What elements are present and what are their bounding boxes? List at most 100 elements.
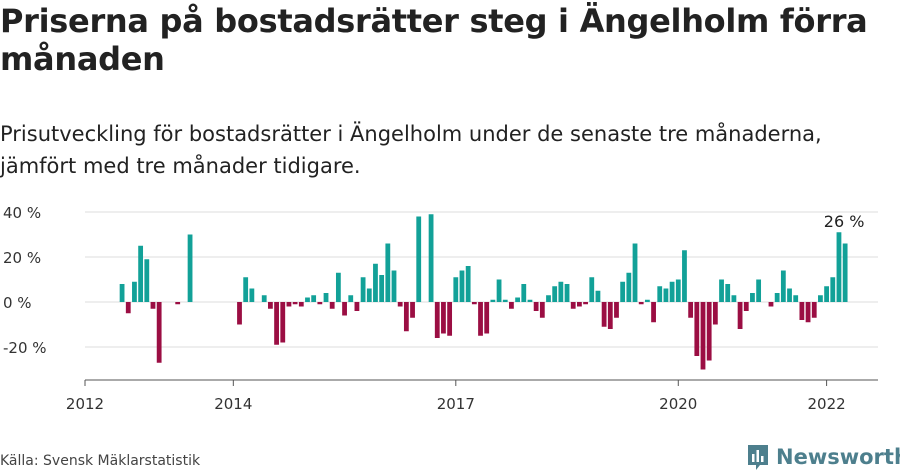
newsworthy-logo-icon [748,445,768,470]
x-tick-label: 2020 [659,395,697,413]
bar [712,302,718,325]
bar [651,302,656,323]
bar [397,302,403,307]
bar [539,302,545,318]
bar [391,270,397,302]
bar [570,302,576,309]
bar [805,302,811,323]
bar [818,295,823,302]
x-tick-label: 2022 [808,395,846,413]
bar [348,295,354,302]
bar [700,302,706,370]
bar [756,279,762,302]
bar [589,277,595,302]
bar [836,232,842,302]
bar [459,270,465,302]
y-axis-labels: -20 % 0 % 20 % 40 % [3,204,47,357]
chart-title: Priserna på bostadsrätter steg i Ängelho… [0,2,868,78]
bar [614,302,619,318]
brand-name: Newsworthy [776,445,900,469]
bar [119,284,125,302]
bar [552,286,558,302]
bar [292,302,298,305]
bar [138,245,144,302]
bar [237,302,242,325]
bar [403,302,409,332]
bar [737,302,743,329]
bar [428,214,434,302]
bar [132,281,137,302]
bar [268,302,273,309]
bar [657,286,663,302]
bars [119,214,848,370]
bar [150,302,156,309]
bar [280,302,286,343]
x-axis: 2012 2014 2017 2020 2022 [66,379,878,413]
bar [249,288,255,302]
bar [725,284,731,302]
bar [811,302,817,318]
bar [521,284,527,302]
annotation: 26 % [824,212,865,231]
bar [156,302,162,363]
bar [515,297,520,302]
bar [243,277,249,302]
chart-subtitle: Prisutveckling för bostadsrätter i Ängel… [0,122,822,178]
bar [465,266,471,302]
bar [564,284,570,302]
bar [323,293,329,302]
bar [577,302,582,307]
bar [793,295,799,302]
bar [595,290,601,302]
bar [694,302,700,356]
bar [286,302,292,307]
bar [620,281,626,302]
bar [175,302,181,305]
bar [719,279,724,302]
bar [125,302,131,314]
bar [311,295,317,302]
bar [558,281,564,302]
bar [410,302,415,318]
y-tick-label: 20 % [3,249,41,267]
last-value-label: 26 % [824,212,865,231]
brand-logo[interactable]: Newsworthy [746,442,900,472]
bar [329,302,335,309]
bar [632,243,638,302]
bar [441,302,446,334]
bar [774,293,780,302]
bar [354,302,360,311]
x-tick-label: 2014 [214,395,252,413]
bar [607,302,613,329]
x-tick-label: 2012 [66,395,104,413]
bar [644,299,650,302]
bar [144,259,150,302]
bar [366,288,372,302]
bar [453,277,459,302]
y-tick-label: 40 % [3,204,41,222]
bar [601,302,607,327]
bar [527,299,533,302]
bar [768,302,774,307]
y-tick-label: -20 % [3,339,47,357]
bar [799,302,805,320]
bar [688,302,694,318]
bar [490,299,496,302]
bar [830,277,836,302]
y-tick-label: 0 % [3,294,32,312]
bar [502,299,508,302]
bar [787,288,792,302]
bar [261,295,267,302]
bar [342,302,347,316]
bar [669,281,675,302]
bar [471,302,477,305]
bar [546,295,551,302]
bar [626,272,632,302]
bar [484,302,490,334]
x-tick-label: 2017 [437,395,475,413]
bar [496,279,502,302]
bar [274,302,279,345]
bar [682,250,687,302]
bar [842,243,848,302]
bar [824,286,829,302]
